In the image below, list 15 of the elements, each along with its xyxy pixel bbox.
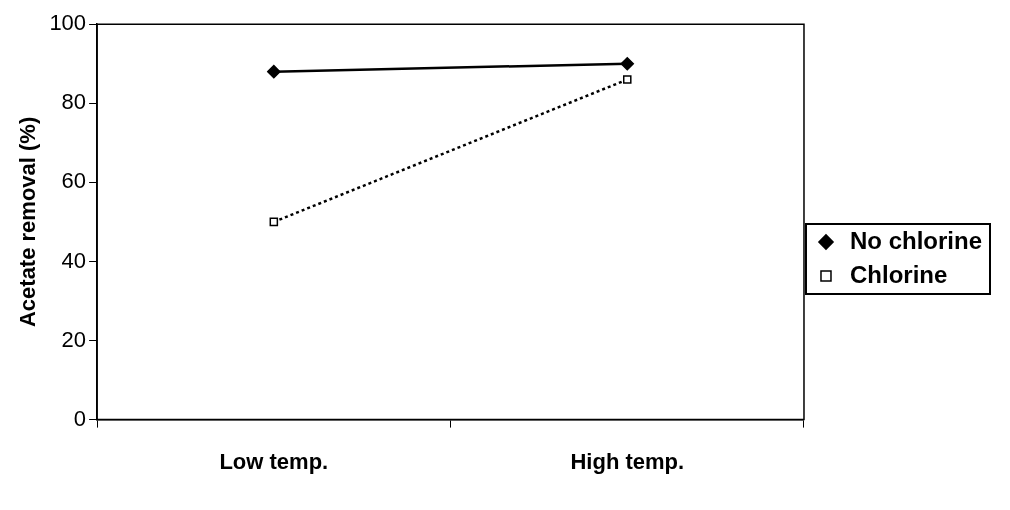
point [269, 217, 279, 227]
x-tick-label: High temp. [570, 448, 685, 474]
point [620, 56, 635, 71]
y-axis-title: Acetate removal (%) [15, 116, 41, 328]
legend-label: No chlorine [849, 226, 982, 254]
x-tick-label: Low temp. [219, 448, 329, 474]
y-tick-label: 40 [61, 247, 87, 273]
point [622, 75, 632, 84]
y-tick-label: 100 [49, 10, 87, 36]
legend-label: Chlorine [849, 260, 948, 288]
y-tick-label: 60 [61, 168, 87, 194]
y-tick-label: 80 [61, 89, 87, 115]
y-tick-label: 20 [61, 326, 87, 352]
y-tick-label: 0 [73, 405, 87, 431]
point [267, 64, 281, 79]
